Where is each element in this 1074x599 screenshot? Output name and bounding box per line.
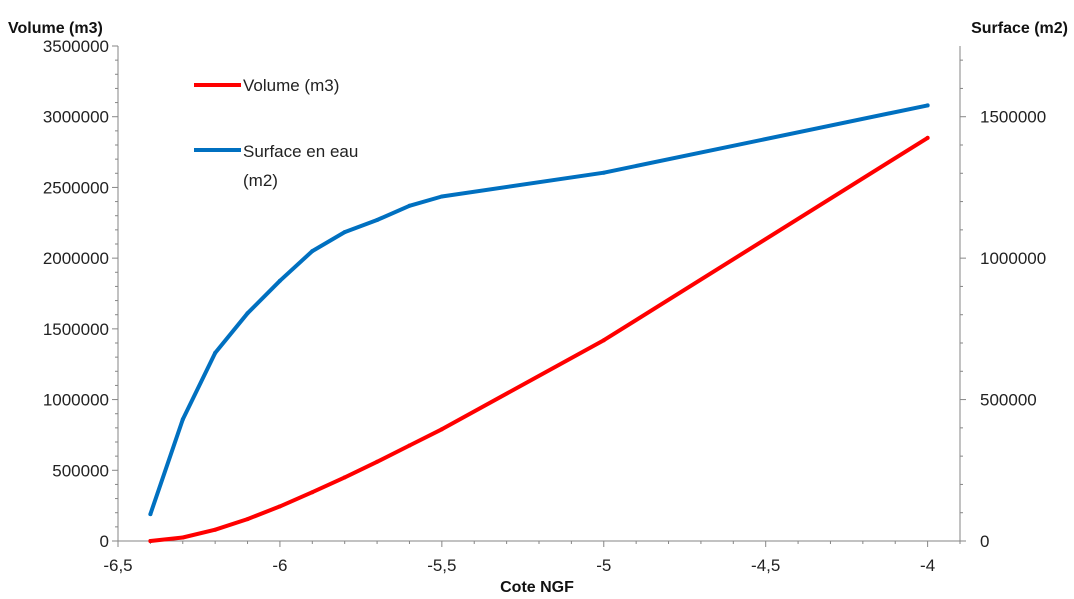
data-point-volume bbox=[439, 427, 444, 432]
left-axis-tick-label: 3000000 bbox=[43, 108, 109, 127]
x-axis-title: Cote NGF bbox=[500, 579, 574, 596]
x-axis-tick-label: -4 bbox=[920, 556, 935, 575]
legend: Volume (m3) Surface en eau (m2) bbox=[194, 76, 358, 190]
data-point-volume bbox=[925, 135, 930, 140]
data-point-surface bbox=[245, 311, 250, 316]
x-axis-tick-label: -5 bbox=[596, 556, 611, 575]
left-axis-tick-label: 2500000 bbox=[43, 178, 109, 197]
series-line-surface bbox=[148, 103, 930, 517]
left-axis-tick-label: 2000000 bbox=[43, 249, 109, 268]
data-point-surface bbox=[310, 249, 315, 254]
data-point-volume bbox=[245, 517, 250, 522]
data-point-surface bbox=[277, 278, 282, 283]
left-axis-tick-label: 3500000 bbox=[43, 37, 109, 56]
right-axis-tick-label: 0 bbox=[980, 532, 989, 551]
data-point-volume bbox=[375, 459, 380, 464]
data-point-surface bbox=[342, 230, 347, 235]
data-point-volume bbox=[601, 338, 606, 343]
data-point-surface bbox=[180, 417, 185, 422]
data-point-surface bbox=[213, 350, 218, 355]
right-axis-title: Surface (m2) bbox=[971, 20, 1068, 37]
right-axis-tick-label: 1500000 bbox=[980, 108, 1046, 127]
x-axis-tick-label: -5,5 bbox=[427, 556, 456, 575]
data-point-volume bbox=[342, 475, 347, 480]
series-layer bbox=[148, 103, 930, 543]
data-point-surface bbox=[439, 194, 444, 199]
left-axis-tick-label: 500000 bbox=[52, 461, 109, 480]
x-axis-tick-label: -4,5 bbox=[751, 556, 780, 575]
data-point-surface bbox=[601, 170, 606, 175]
data-point-surface bbox=[925, 103, 930, 108]
right-axis-tick-label: 500000 bbox=[980, 391, 1037, 410]
left-axis-tick-label: 1000000 bbox=[43, 391, 109, 410]
left-axis-tick-label: 0 bbox=[100, 532, 109, 551]
axes: 0 500000 1000000 1500000 2000000 2500000 30000… bbox=[43, 37, 1046, 575]
legend-label-volume: Volume (m3) bbox=[243, 76, 339, 95]
data-point-surface bbox=[407, 203, 412, 208]
data-point-volume bbox=[213, 527, 218, 532]
series-line-volume bbox=[148, 135, 930, 543]
data-point-volume bbox=[277, 504, 282, 509]
right-axis-tick-label: 1000000 bbox=[980, 249, 1046, 268]
data-point-volume bbox=[407, 443, 412, 448]
legend-label-surface-unit: (m2) bbox=[243, 171, 278, 190]
data-point-volume bbox=[180, 535, 185, 540]
x-axis-tick-label: -6,5 bbox=[103, 556, 132, 575]
x-axis-tick-label: -6 bbox=[272, 556, 287, 575]
legend-label-surface: Surface en eau bbox=[243, 142, 358, 161]
data-point-volume bbox=[148, 539, 153, 543]
data-point-volume bbox=[310, 490, 315, 495]
left-axis-tick-label: 1500000 bbox=[43, 320, 109, 339]
left-axis-title: Volume (m3) bbox=[8, 20, 103, 37]
data-point-surface bbox=[148, 512, 153, 517]
data-point-surface bbox=[375, 218, 380, 222]
